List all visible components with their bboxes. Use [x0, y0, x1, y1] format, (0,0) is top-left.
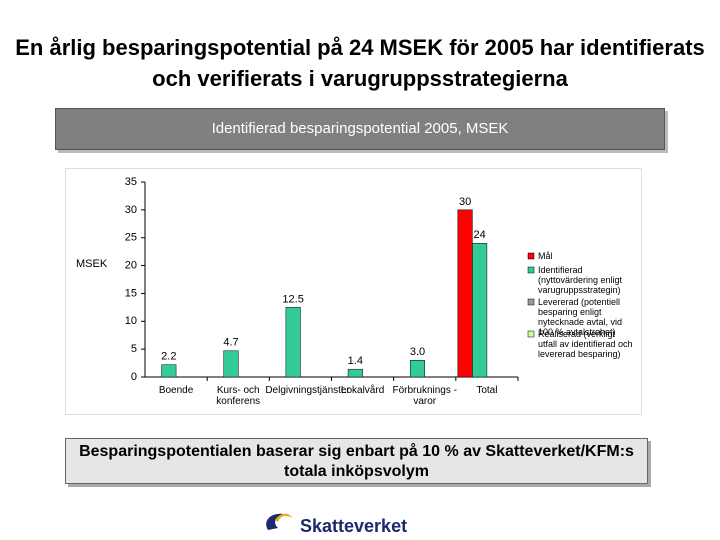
legend-swatch: [527, 330, 535, 338]
data-label: 1.4: [348, 355, 363, 367]
data-label: 30: [459, 196, 471, 208]
legend-swatch: [527, 252, 535, 260]
logo-text: Skatteverket: [300, 516, 408, 536]
bar: [472, 243, 488, 378]
data-label: 3.0: [410, 346, 425, 358]
y-tick-label: 15: [125, 287, 137, 299]
x-tick-label: Lokalvård: [340, 385, 385, 396]
legend-label: Mål: [538, 251, 553, 261]
legend-swatch: [527, 266, 535, 274]
x-tick-label: Kurs- och konferens: [216, 385, 261, 407]
bar: [347, 368, 363, 378]
x-tick-label: Delgivningstjänster: [265, 385, 350, 396]
chart-frame: [65, 168, 642, 415]
legend-label: Levererad (potentiell besparing enligt n…: [538, 297, 623, 337]
logo-swirl: [275, 513, 292, 522]
data-label: 2.2: [161, 351, 176, 363]
bar: [223, 350, 239, 378]
y-axis-label: MSEK: [76, 258, 108, 270]
data-label: 4.7: [223, 337, 238, 349]
y-tick-label: 5: [131, 343, 137, 355]
x-tick-label: Total: [476, 385, 498, 396]
data-label: 12.5: [282, 293, 303, 305]
x-tick-label: Boende: [158, 385, 194, 396]
y-tick-label: 35: [125, 176, 137, 188]
footnote: Besparingspotentialen baserar sig enbart…: [65, 438, 648, 484]
bar: [409, 360, 426, 378]
logo-swirl: [266, 513, 284, 530]
y-tick-label: 25: [125, 232, 137, 244]
bar: [161, 364, 177, 378]
y-tick-label: 0: [131, 371, 137, 383]
data-label: 24: [474, 229, 486, 241]
legend-swatch: [527, 298, 535, 306]
x-tick-label: Förbruknings -varor: [392, 385, 457, 407]
y-tick-label: 30: [125, 204, 137, 216]
y-tick-label: 20: [125, 259, 137, 271]
legend-label: Identifierad (nyttovärdering enligt varu…: [538, 265, 623, 295]
y-tick-label: 10: [125, 315, 137, 327]
bar: [285, 307, 301, 378]
chart-title: Identifierad besparingspotential 2005, M…: [55, 108, 665, 150]
legend-label: Realiserad (verkligt utfall av identifie…: [538, 329, 633, 359]
slide-title: En årlig besparingspotential på 24 MSEK …: [15, 35, 705, 91]
